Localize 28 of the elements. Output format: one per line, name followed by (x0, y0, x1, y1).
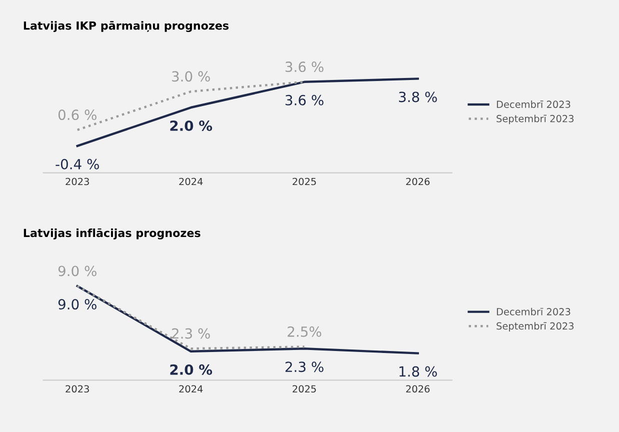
data-label: -0.4 % (56, 158, 99, 170)
data-label: 2.3 % (286, 362, 324, 372)
data-label: 9.0 % (58, 299, 96, 310)
data-label: 2.0 % (170, 364, 212, 375)
data-label: 3.0 % (172, 71, 210, 82)
x-tick-label: 2025 (292, 385, 316, 393)
data-label: 0.6 % (58, 110, 96, 120)
data-label: 3.6 % (286, 94, 324, 106)
data-label: 2.5% (288, 326, 322, 337)
legend-label: Septembrī 2023 (496, 322, 574, 332)
data-label: 3.8 % (399, 92, 437, 102)
data-label: 3.6 % (286, 62, 324, 72)
x-tick-label: 2023 (66, 178, 89, 186)
chart-title: Latvijas IKP pārmaiņu prognozes (24, 21, 229, 32)
x-tick-label: 2023 (66, 385, 89, 393)
chart-title: Latvijas inflācijas prognozes (24, 228, 200, 240)
x-tick-label: 2026 (406, 178, 430, 186)
x-tick-label: 2024 (179, 178, 203, 186)
data-label: 2.3 % (172, 328, 210, 339)
legend-label: Septembrī 2023 (496, 114, 574, 124)
x-tick-label: 2024 (179, 385, 203, 393)
legend-label: Decembrī 2023 (496, 100, 570, 108)
x-tick-label: 2025 (292, 178, 316, 186)
data-label: 2.0 % (170, 120, 212, 131)
data-label: 9.0 % (58, 266, 96, 276)
legend-label: Decembrī 2023 (496, 308, 570, 316)
x-tick-label: 2026 (406, 385, 430, 393)
data-label: 1.8 % (400, 366, 437, 377)
